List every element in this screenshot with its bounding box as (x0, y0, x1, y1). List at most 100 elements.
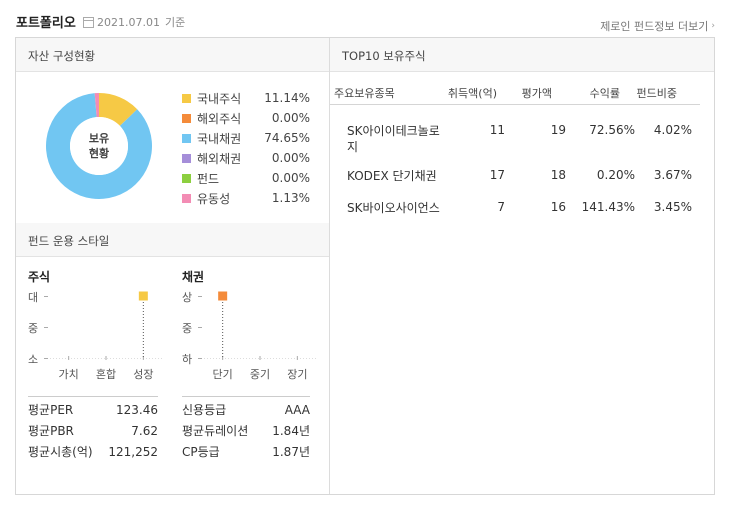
legend-name: 펀드 (197, 171, 220, 186)
x-label: 혼합 (95, 368, 117, 381)
stat-label: 평균듀레이션 (182, 424, 249, 438)
more-fund-info-link[interactable]: 제로인 펀드정보 더보기 › (600, 18, 715, 34)
date-value: 2021.07.01 (97, 15, 160, 29)
reference-date: 2021.07.01 기준 (83, 14, 185, 30)
holding-value: 19 (550, 123, 566, 137)
stat-label: 평균PBR (28, 424, 74, 438)
legend-item: 국내주식 11.14% (182, 88, 310, 108)
calendar-icon (83, 16, 94, 28)
legend-swatch (182, 93, 191, 103)
holding-name-line1: SK아이이테크놀로 (347, 124, 440, 138)
stat-label: 신용등급 (182, 403, 227, 417)
stat-row: 신용등급 AAA (182, 399, 310, 420)
stat-label: CP등급 (182, 445, 220, 459)
style-section-title: 펀드 운용 스타일 (16, 223, 329, 257)
bond-stats: 신용등급 AAA 평균듀레이션 1.84년 CP등급 1.87년 (182, 396, 310, 462)
stat-label: 평균PER (28, 403, 74, 417)
y-label: 중 (28, 322, 39, 335)
stat-row: 평균PER 123.46 (28, 399, 158, 420)
y-label: 하 (182, 353, 193, 366)
stat-value: 1.84년 (272, 424, 310, 438)
holding-ret: 141.43% (581, 200, 635, 214)
stat-row: 평균PBR 7.62 (28, 420, 158, 441)
table-row: KODEX 단기채권 17 18 0.20% 3.67% (330, 168, 700, 188)
more-link-label: 제로인 펀드정보 더보기 (600, 20, 709, 33)
holding-name-line1: SK바이오사이언스 (347, 201, 440, 215)
legend-pct: 0.00% (271, 171, 310, 185)
holding-ret: 72.56% (589, 123, 635, 137)
legend-pct: 74.65% (264, 131, 310, 145)
asset-section-title: 자산 구성현황 (16, 38, 329, 72)
chevron-right-icon: › (711, 21, 715, 31)
legend-pct: 0.00% (271, 151, 310, 165)
column-header: 취득액(억) (447, 87, 497, 100)
y-label: 소 (28, 353, 39, 366)
date-suffix: 기준 (164, 16, 186, 29)
legend-name: 해외주식 (197, 111, 242, 126)
stock-style-title: 주식 (28, 270, 51, 284)
stat-value: AAA (284, 402, 310, 417)
x-label: 성장 (133, 368, 154, 381)
asset-donut-chart: 보유 현황 (46, 93, 153, 199)
holding-value: 18 (550, 168, 566, 182)
holding-cost: 7 (497, 200, 505, 214)
style-grid (198, 291, 316, 360)
stat-label: 평균시총(억) (28, 445, 93, 459)
x-label: 중기 (249, 368, 271, 381)
column-header: 수익률 (589, 87, 620, 100)
holding-cost: 11 (489, 123, 505, 137)
legend-pct: 0.00% (271, 111, 310, 125)
x-label: 장기 (287, 368, 308, 381)
donut-svg (46, 93, 153, 199)
style-marker (138, 291, 148, 301)
donut-center-label: 보유 현황 (46, 93, 152, 199)
stat-value: 7.62 (131, 423, 158, 438)
portfolio-header: 포트폴리오 2021.07.01 기준 제로인 펀드정보 더보기 › (16, 10, 715, 34)
legend-swatch (182, 173, 191, 183)
column-header: 평가액 (521, 87, 552, 100)
stat-row: CP등급 1.87년 (182, 441, 310, 462)
asset-legend: 국내주식 11.14% 해외주식 0.00% 국내채권 74.65% 해외채권 0.00% 펀드… (182, 88, 310, 208)
column-header: 펀드비중 (636, 87, 677, 100)
legend-swatch (182, 113, 191, 123)
holding-weight: 4.02% (653, 123, 692, 137)
bond-style-title: 채권 (182, 270, 205, 284)
holding-name: SK바이오사이언스 (347, 200, 467, 216)
legend-pct: 1.13% (271, 191, 310, 205)
donut-hole (70, 117, 128, 175)
donut-slice-5 (94, 93, 99, 118)
holding-name-line2: 지 (347, 140, 359, 154)
stat-value: 1.87년 (272, 445, 310, 459)
holding-weight: 3.45% (653, 200, 692, 214)
table-row: SK바이오사이언스 7 16 141.43% 3.45% (330, 200, 700, 220)
style-grid (44, 291, 162, 360)
panel-divider (329, 38, 330, 494)
donut-slice-2 (46, 93, 153, 199)
donut-slice-0 (99, 93, 138, 126)
y-label: 상 (182, 291, 193, 304)
holding-value: 16 (550, 200, 566, 214)
donut-label-line1: 보유 (88, 132, 110, 145)
legend-item: 유동성 1.13% (182, 188, 310, 208)
y-label: 중 (182, 322, 193, 335)
style-marker (218, 291, 228, 301)
legend-swatch (182, 193, 191, 203)
stat-row: 평균듀레이션 1.84년 (182, 420, 310, 441)
legend-name: 국내주식 (197, 91, 242, 106)
legend-pct: 11.14% (264, 91, 310, 105)
x-label: 가치 (58, 368, 79, 381)
donut-label-line2: 현황 (88, 147, 110, 160)
holding-weight: 3.67% (653, 168, 692, 182)
page-title: 포트폴리오 (16, 16, 76, 31)
top10-table-header: 주요보유종목 취득액(억) 평가액 수익률 펀드비중 (330, 83, 700, 105)
stat-value: 121,252 (108, 444, 158, 459)
holding-name: KODEX 단기채권 (347, 168, 467, 184)
legend-item: 펀드 0.00% (182, 168, 310, 188)
holding-ret: 0.20% (596, 168, 635, 182)
legend-swatch (182, 153, 191, 163)
y-label: 대 (28, 291, 39, 304)
legend-name: 국내채권 (197, 131, 242, 146)
